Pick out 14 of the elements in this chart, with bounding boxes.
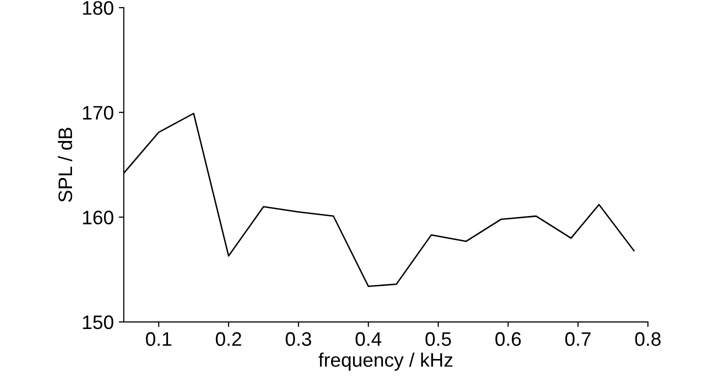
y-tick-label: 150 [83,315,114,330]
x-tick-label: 0.1 [146,332,172,346]
x-axis-title: frequency / kHz [318,352,452,371]
x-tick-label: 0.2 [216,332,242,346]
x-tick-label: 0.8 [635,332,661,346]
y-tick-label: 170 [83,106,114,120]
x-tick-label: 0.4 [356,332,382,346]
x-tick-label: 0.6 [495,332,521,346]
x-tick-label: 0.5 [426,332,451,346]
y-axis-title: SPL / dB [58,128,72,202]
y-tick-label: 180 [83,1,114,15]
y-tick-label: 160 [83,210,114,224]
x-tick-label: 0.3 [286,332,312,346]
x-tick-label: 0.7 [565,332,591,346]
